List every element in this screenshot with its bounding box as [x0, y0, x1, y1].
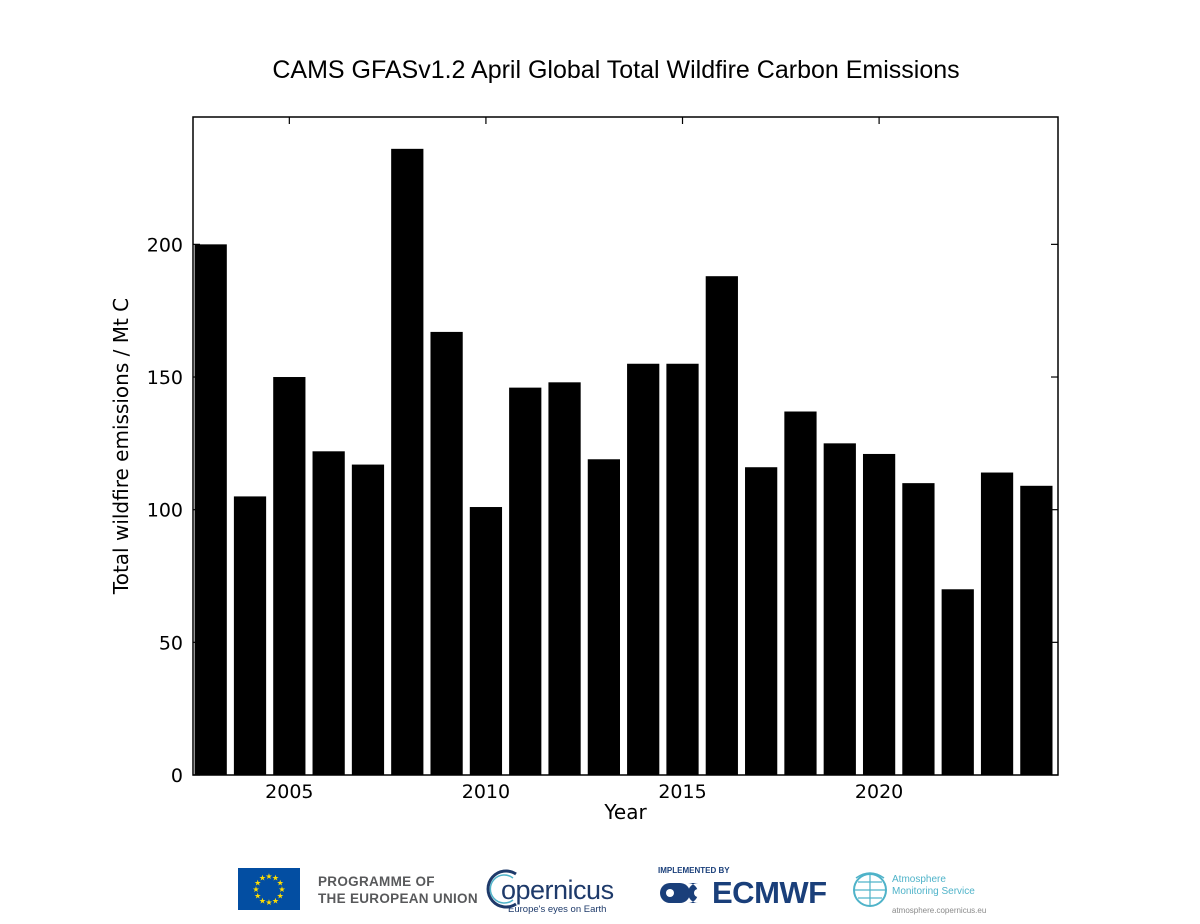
copernicus-tagline: Europe's eyes on Earth	[508, 904, 607, 915]
eu-programme-line1: PROGRAMME OF	[318, 874, 435, 889]
eu-star-icon: ★	[277, 892, 284, 901]
eu-star-icon: ★	[272, 874, 279, 883]
bar-2005	[273, 377, 306, 775]
y-tick-label-0: 0	[171, 765, 183, 787]
copernicus-c-icon	[486, 869, 517, 909]
x-tick-label-2015: 2015	[658, 781, 706, 803]
cams-url: atmosphere.copernicus.eu	[892, 906, 987, 915]
eu-star-icon: ★	[252, 885, 259, 894]
bar-2016	[705, 276, 738, 775]
bar-2007	[351, 464, 385, 775]
y-tick-label-150: 150	[147, 367, 183, 389]
x-tick-label-2010: 2010	[462, 781, 510, 803]
copernicus-logo: opernicus Europe's eyes on Earth	[484, 864, 614, 916]
bar-2023	[980, 472, 1014, 775]
bar-2015	[666, 363, 699, 775]
ecmwf-wordmark: ECMWF	[712, 875, 827, 910]
bar-2024	[1020, 485, 1053, 775]
y-tick-label-200: 200	[147, 234, 183, 256]
cams-service-name: Atmosphere Monitoring Service	[892, 874, 975, 898]
bar-chart: 2005 2010 2015 2020 0 50 100 150 200 Year Total …	[109, 116, 1059, 824]
eu-star-icon: ★	[265, 898, 272, 907]
y-tick-label-100: 100	[147, 500, 183, 522]
bar-2018	[784, 411, 817, 775]
bar-2020	[862, 453, 896, 775]
x-axis-label: Year	[603, 800, 647, 824]
eu-star-icon: ★	[254, 879, 261, 888]
eu-programme-text: PROGRAMME OF THE EUROPEAN UNION	[318, 873, 478, 907]
x-tick-label-2020: 2020	[855, 781, 903, 803]
cams-line1: Atmosphere	[892, 874, 946, 885]
cams-line2: Monitoring Service	[892, 886, 975, 897]
eu-flag-logo: ★ ★ ★ ★ ★ ★ ★ ★ ★ ★ ★ ★	[238, 868, 300, 910]
bar-2004	[233, 496, 267, 775]
bar-2006	[312, 451, 345, 775]
eu-star-icon: ★	[278, 885, 285, 894]
bar-2021	[902, 483, 935, 775]
eu-programme-line2: THE EUROPEAN UNION	[318, 891, 478, 906]
bar-2012	[548, 382, 581, 775]
chart-title: CAMS GFASv1.2 April Global Total Wildfir…	[272, 56, 960, 84]
bar-2022	[941, 589, 974, 775]
y-tick-label-50: 50	[159, 632, 183, 654]
bar-2011	[509, 387, 542, 775]
cams-logo: Atmosphere Monitoring Service atmosphere…	[850, 866, 1000, 918]
bar-2008	[391, 148, 424, 775]
bar-2019	[823, 443, 856, 775]
ecmwf-implemented-by: IMPLEMENTED BY	[658, 866, 730, 875]
eu-star-icon: ★	[265, 872, 272, 881]
atmosphere-globe-icon	[853, 872, 887, 907]
eu-star-icon: ★	[259, 874, 266, 883]
eu-star-icon: ★	[259, 896, 266, 905]
bar-2014	[627, 363, 660, 775]
ecmwf-swirl-icon	[660, 883, 702, 903]
bars-group	[194, 148, 1053, 775]
eu-star-icon: ★	[254, 892, 261, 901]
bar-2013	[587, 459, 620, 775]
bar-2017	[745, 467, 778, 775]
footer-logos: ★ ★ ★ ★ ★ ★ ★ ★ ★ ★ ★ ★ PROGRAMME OF THE EUROPEAN U…	[0, 860, 1200, 924]
ticks-group: 2005 2010 2015 2020 0 50 100 150 200	[147, 117, 1058, 803]
bar-2010	[469, 507, 503, 775]
plot-frame	[192, 116, 1059, 776]
bar-2009	[430, 331, 463, 775]
eu-stars-icon: ★ ★★★★★★★★★★★	[252, 872, 285, 907]
eu-star-icon: ★	[277, 879, 284, 888]
ecmwf-logo: IMPLEMENTED BY ECMWF	[658, 866, 828, 916]
eu-star-icon: ★	[272, 896, 279, 905]
y-axis-label: Total wildfire emissions / Mt C	[109, 298, 133, 595]
x-tick-label-2005: 2005	[265, 781, 313, 803]
copernicus-wordmark: opernicus	[501, 875, 614, 905]
